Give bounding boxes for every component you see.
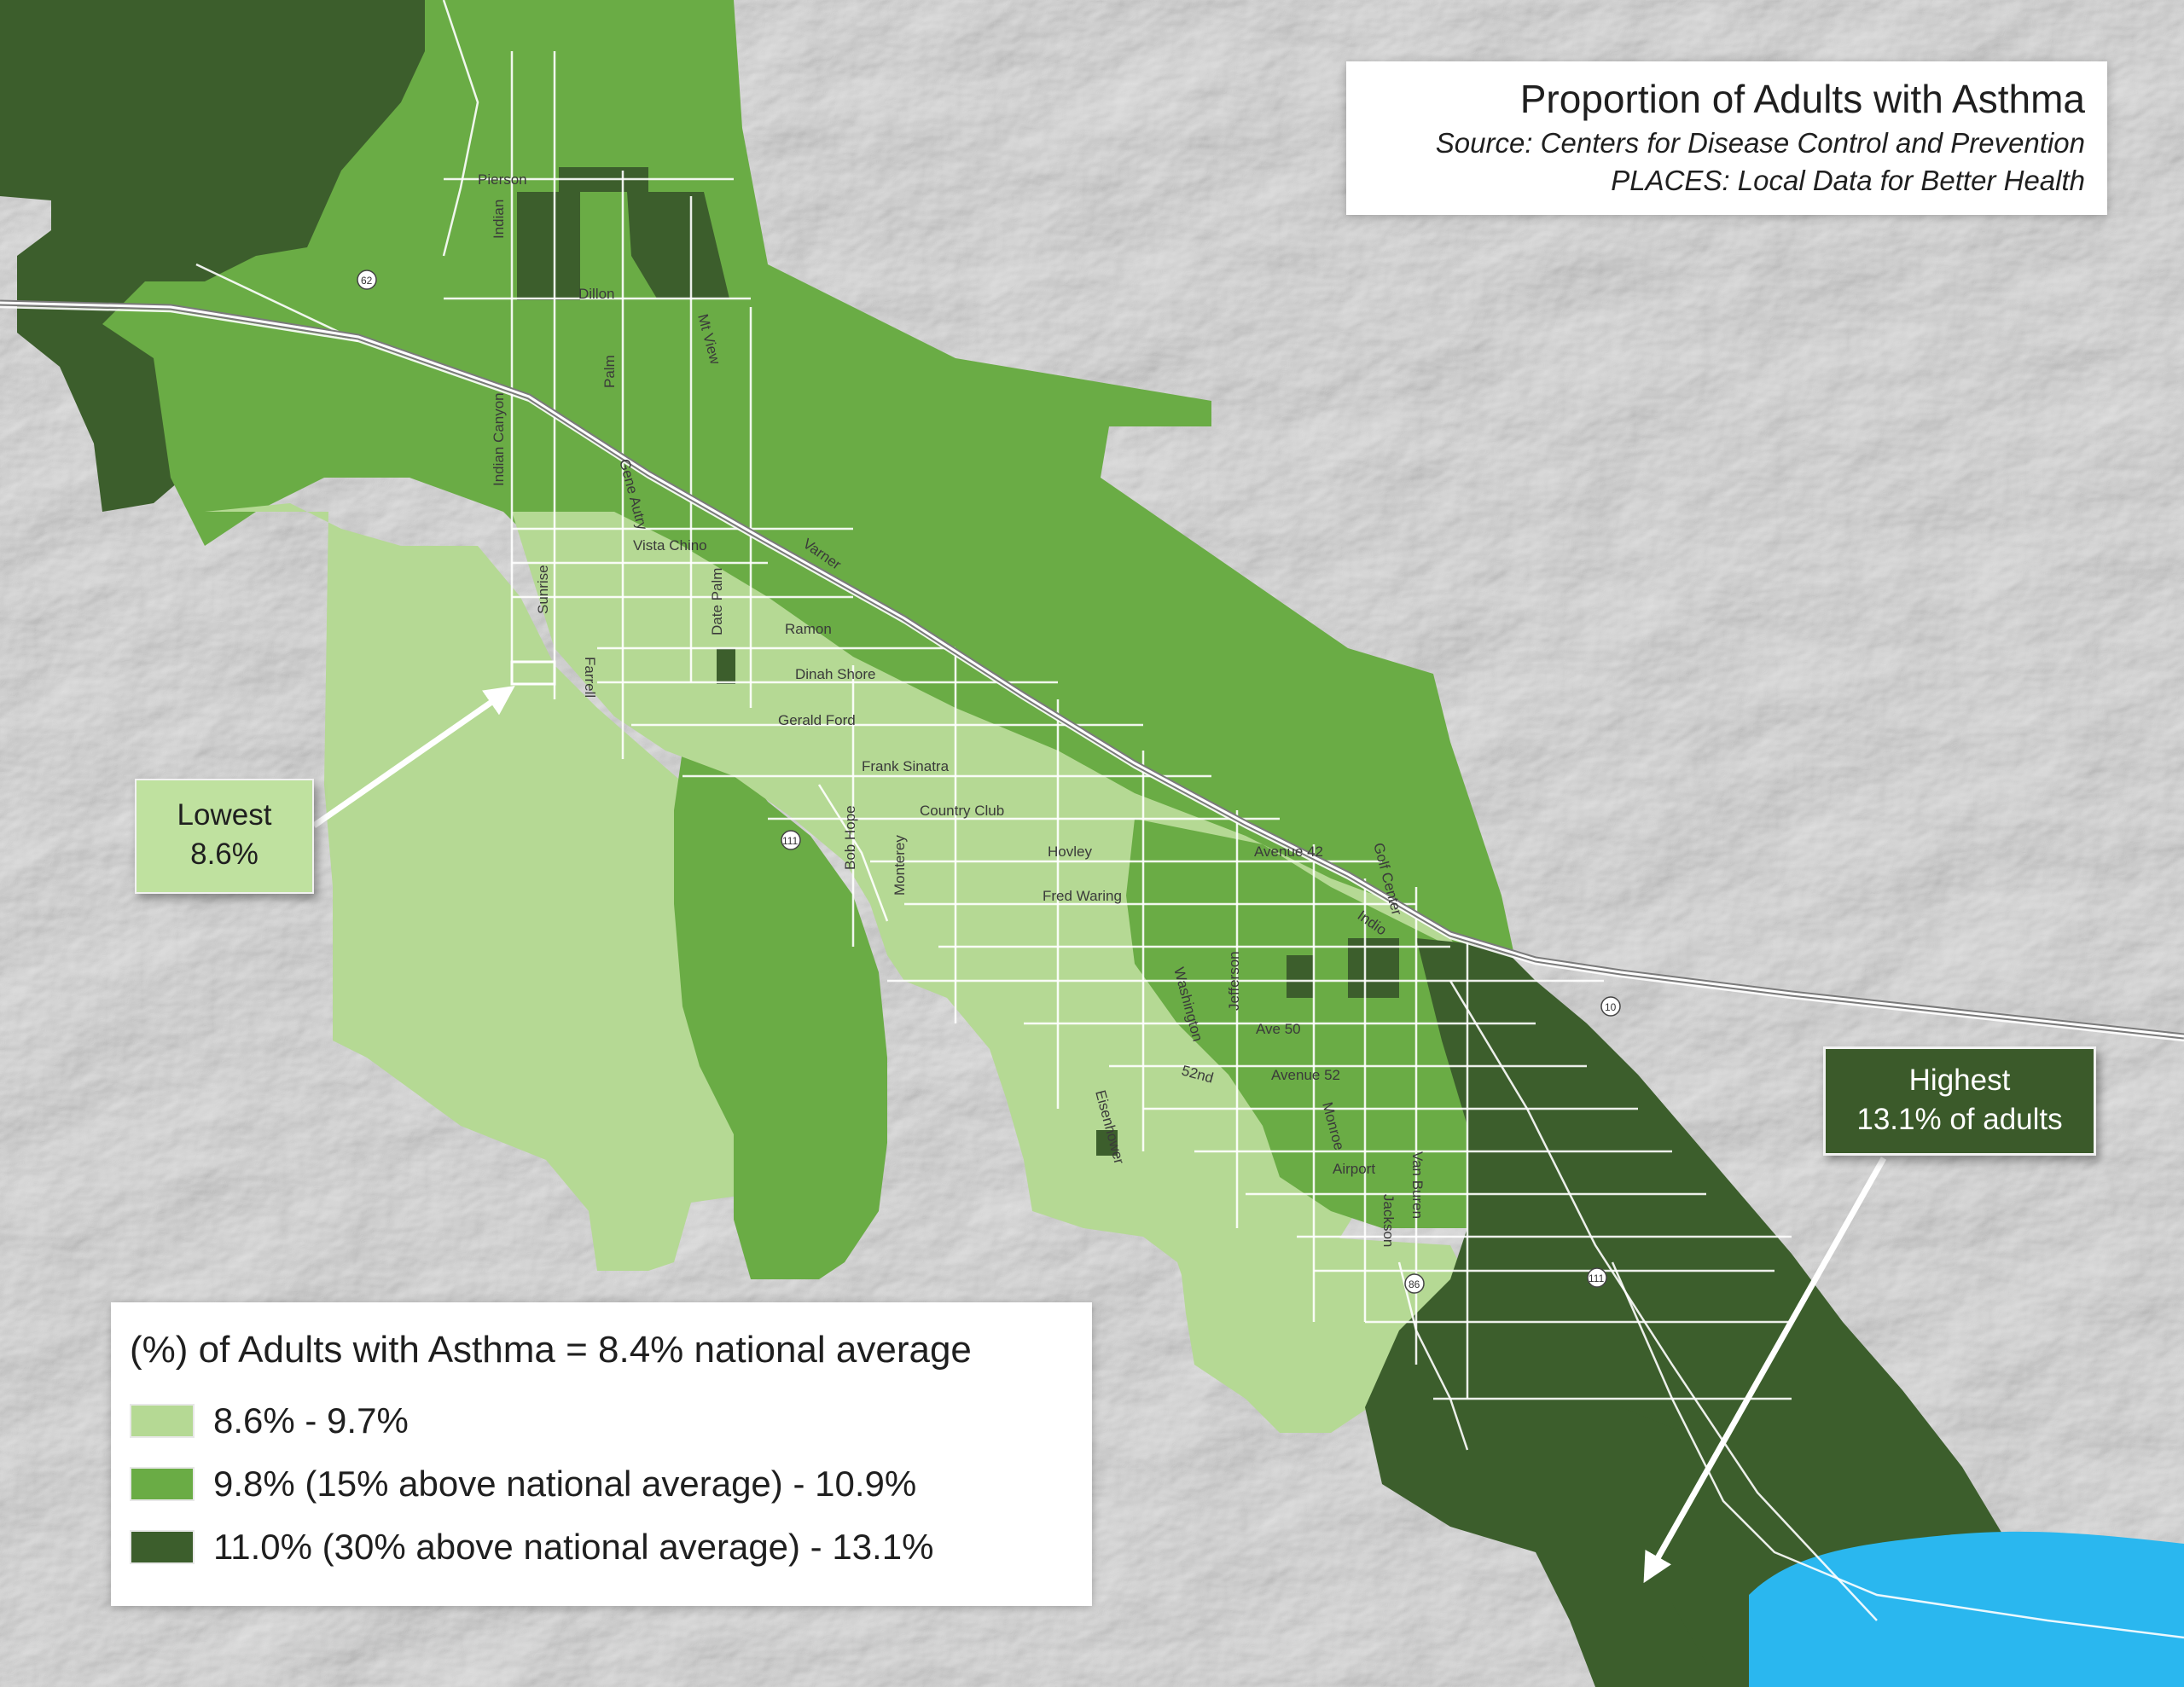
lowest-arrow	[312, 686, 515, 828]
legend-label-mid: 9.8% (15% above national average) - 10.9…	[213, 1464, 917, 1504]
label-hovley: Hovley	[1048, 844, 1092, 860]
shield-62: 62	[361, 275, 373, 287]
highest-callout: Highest 13.1% of adults	[1823, 1046, 2096, 1156]
label-ramon: Ramon	[785, 621, 832, 637]
label-airport: Airport	[1333, 1161, 1375, 1177]
label-jefferson: Jefferson	[1226, 951, 1242, 1011]
tract-dark-north-1	[517, 192, 580, 300]
highway-shields: 62 111 10 86 111	[357, 270, 1621, 1294]
legend-label-high: 11.0% (30% above national average) - 13.…	[213, 1527, 934, 1567]
interstate-10	[0, 299, 2184, 1040]
highest-label: Highest	[1908, 1064, 2011, 1097]
region-west-low	[205, 503, 785, 1271]
map-title: Proportion of Adults with Asthma	[1519, 77, 2085, 121]
tract-dark-indio-1	[1287, 955, 1314, 998]
region-southeast-high	[1365, 938, 2082, 1687]
source-line-1: Source: Centers for Disease Control and …	[1435, 127, 2085, 159]
highest-value: 13.1% of adults	[1856, 1103, 2063, 1136]
label-fred-waring: Fred Waring	[1043, 888, 1122, 904]
label-van-buren: Van Buren	[1409, 1151, 1426, 1219]
tract-lowest	[510, 660, 556, 686]
source-line-2: PLACES: Local Data for Better Health	[1611, 165, 2085, 196]
lowest-callout: Lowest 8.6%	[135, 779, 314, 894]
road-network	[0, 0, 2184, 1639]
lowest-label: Lowest	[177, 798, 272, 832]
region-northwest-high	[0, 0, 425, 512]
label-farrell: Farrell	[582, 657, 598, 698]
legend-swatch-low	[130, 1404, 195, 1438]
label-bob-hope: Bob Hope	[842, 805, 858, 870]
legend-title: (%) of Adults with Asthma = 8.4% nationa…	[130, 1329, 972, 1371]
label-date-palm: Date Palm	[709, 568, 725, 635]
label-vista-chino: Vista Chino	[633, 537, 707, 554]
label-pierson: Pierson	[478, 171, 527, 188]
legend-label-low: 8.6% - 9.7%	[213, 1400, 409, 1441]
legend-row-low: 8.6% - 9.7%	[130, 1389, 1092, 1452]
shield-111-east: 111	[1589, 1272, 1605, 1284]
label-palm: Palm	[601, 355, 618, 388]
lowest-value: 8.6%	[190, 838, 258, 871]
shield-10: 10	[1605, 1001, 1617, 1013]
label-ave-50: Ave 50	[1256, 1021, 1301, 1037]
label-indian: Indian	[491, 200, 507, 239]
label-sunrise: Sunrise	[535, 565, 551, 614]
label-jackson: Jackson	[1380, 1194, 1397, 1247]
label-frank-sinatra: Frank Sinatra	[862, 758, 950, 774]
legend-row-mid: 9.8% (15% above national average) - 10.9…	[130, 1452, 1092, 1516]
label-indian-canyon: Indian Canyon	[491, 392, 507, 486]
tract-dark-southwest	[1096, 1130, 1118, 1156]
label-avenue-52: Avenue 52	[1271, 1067, 1340, 1083]
shield-111-west: 111	[782, 835, 799, 847]
tract-dark-indio-2	[1348, 938, 1399, 998]
legend-swatch-mid	[130, 1467, 195, 1501]
region-central-mid	[674, 751, 887, 1279]
label-dinah-shore: Dinah Shore	[795, 666, 876, 682]
region-lakeshore-high	[1365, 1407, 1809, 1687]
legend-swatch-high	[130, 1530, 195, 1564]
highest-arrow	[1643, 1157, 1887, 1584]
legend: (%) of Adults with Asthma = 8.4% nationa…	[111, 1302, 1092, 1606]
label-monterey: Monterey	[892, 835, 908, 896]
label-avenue-42: Avenue 42	[1254, 844, 1323, 860]
label-dillon: Dillon	[578, 286, 615, 302]
legend-row-high: 11.0% (30% above national average) - 13.…	[130, 1516, 1092, 1579]
tract-dark-center	[717, 648, 735, 684]
region-north-mid	[102, 0, 1514, 972]
shield-86: 86	[1409, 1278, 1420, 1290]
label-gerald-ford: Gerald Ford	[778, 712, 856, 728]
tract-dark-north-3	[627, 192, 729, 299]
title-box: Proportion of Adults with Asthma Source:…	[1346, 61, 2107, 215]
label-country-club: Country Club	[920, 803, 1004, 819]
